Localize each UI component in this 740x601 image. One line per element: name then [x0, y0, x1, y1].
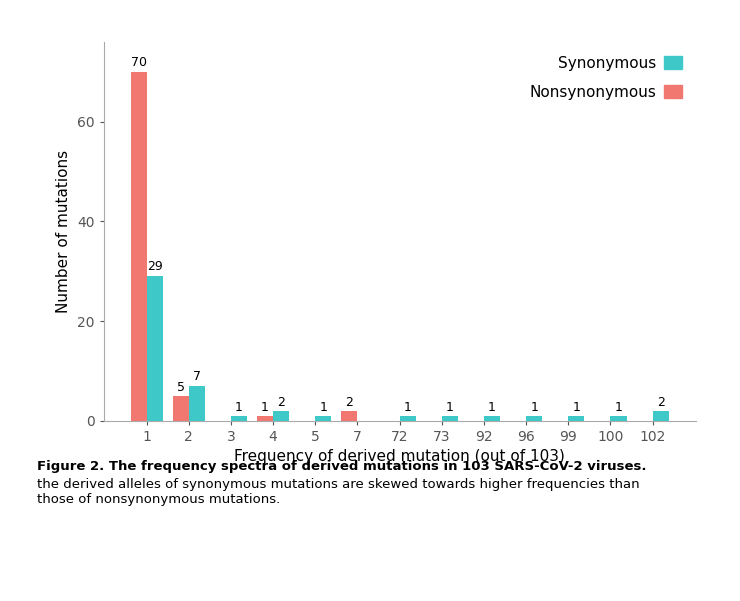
Bar: [610, 416, 627, 421]
Text: 1: 1: [261, 401, 269, 414]
Text: 7: 7: [192, 370, 201, 383]
Bar: [231, 416, 247, 421]
Bar: [130, 72, 147, 421]
Legend: Synonymous, Nonsynonymous: Synonymous, Nonsynonymous: [523, 50, 688, 106]
Y-axis label: Number of mutations: Number of mutations: [56, 150, 71, 313]
Text: 29: 29: [147, 260, 162, 273]
Bar: [273, 410, 289, 421]
Text: 5: 5: [177, 381, 185, 394]
Text: 1: 1: [320, 401, 327, 414]
Bar: [653, 410, 669, 421]
Text: 1: 1: [404, 401, 411, 414]
Text: Figure 2. The frequency spectra of derived mutations in 103 SARS-CoV-2 viruses.: Figure 2. The frequency spectra of deriv…: [37, 460, 647, 473]
Bar: [147, 276, 163, 421]
Text: 1: 1: [235, 401, 243, 414]
Bar: [189, 386, 205, 421]
Text: 2: 2: [278, 396, 285, 409]
Text: 1: 1: [446, 401, 454, 414]
Text: 1: 1: [530, 401, 538, 414]
Text: the derived alleles of synonymous mutations are skewed towards higher frequencie: the derived alleles of synonymous mutati…: [37, 478, 639, 506]
Bar: [568, 416, 585, 421]
Text: 2: 2: [656, 396, 665, 409]
Text: 2: 2: [346, 396, 353, 409]
Bar: [257, 416, 273, 421]
Bar: [341, 410, 357, 421]
Text: 1: 1: [614, 401, 622, 414]
X-axis label: Frequency of derived mutation (out of 103): Frequency of derived mutation (out of 10…: [234, 450, 565, 465]
Bar: [442, 416, 458, 421]
Text: 70: 70: [130, 56, 147, 69]
Bar: [315, 416, 332, 421]
Bar: [526, 416, 542, 421]
Bar: [172, 396, 189, 421]
Text: 1: 1: [572, 401, 580, 414]
Text: 1: 1: [488, 401, 496, 414]
Bar: [400, 416, 416, 421]
Bar: [484, 416, 500, 421]
